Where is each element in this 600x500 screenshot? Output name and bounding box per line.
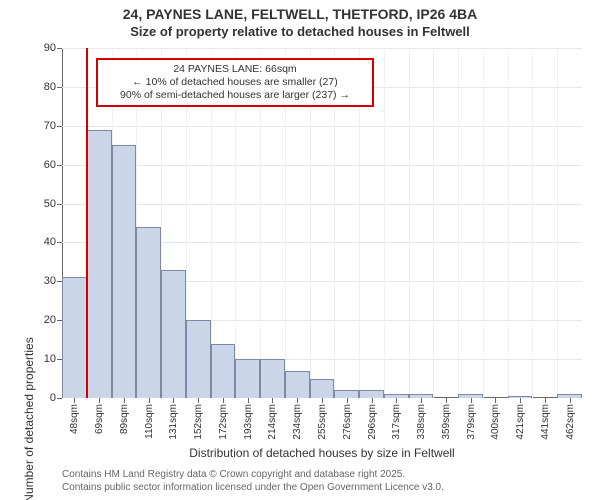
gridline-v xyxy=(508,48,509,398)
x-axis-label: Distribution of detached houses by size … xyxy=(62,446,582,460)
gridline-v xyxy=(384,48,385,398)
ytick-label: 50 xyxy=(44,198,62,210)
gridline-v xyxy=(409,48,410,398)
xtick-label: 255sqm xyxy=(317,398,328,440)
attribution-line-1: Contains HM Land Registry data © Crown c… xyxy=(62,469,444,482)
xtick-label: 48sqm xyxy=(69,398,80,434)
bar xyxy=(310,379,335,398)
bar xyxy=(186,320,211,398)
bar xyxy=(112,145,137,398)
gridline-h xyxy=(62,204,582,205)
xtick-label: 379sqm xyxy=(466,398,477,440)
xtick-label: 317sqm xyxy=(391,398,402,440)
xtick-label: 421sqm xyxy=(515,398,526,440)
gridline-v xyxy=(458,48,459,398)
bar xyxy=(87,130,112,398)
xtick-label: 276sqm xyxy=(342,398,353,440)
xtick-label: 359sqm xyxy=(441,398,452,440)
gridline-h xyxy=(62,165,582,166)
xtick-label: 193sqm xyxy=(243,398,254,440)
ytick-label: 20 xyxy=(44,314,62,326)
bar xyxy=(211,344,236,398)
xtick-label: 338sqm xyxy=(416,398,427,440)
bar xyxy=(285,371,310,398)
gridline-v xyxy=(532,48,533,398)
gridline-v xyxy=(433,48,434,398)
ytick-label: 60 xyxy=(44,159,62,171)
xtick-label: 296sqm xyxy=(367,398,378,440)
bar xyxy=(161,270,186,398)
xtick-label: 441sqm xyxy=(540,398,551,440)
gridline-v xyxy=(557,48,558,398)
ytick-label: 80 xyxy=(44,81,62,93)
gridline-v xyxy=(483,48,484,398)
gridline-h xyxy=(62,48,582,49)
xtick-label: 234sqm xyxy=(292,398,303,440)
annotation-box: 24 PAYNES LANE: 66sqm← 10% of detached h… xyxy=(96,58,374,107)
xtick-label: 131sqm xyxy=(168,398,179,440)
title-line-1: 24, PAYNES LANE, FELTWELL, THETFORD, IP2… xyxy=(0,6,600,22)
y-axis-label: Number of detached properties xyxy=(22,230,42,500)
bar xyxy=(235,359,260,398)
bar xyxy=(136,227,161,398)
plot-area: 010203040506070809048sqm69sqm89sqm110sqm… xyxy=(62,48,582,398)
annotation-line: ← 10% of detached houses are smaller (27… xyxy=(104,76,366,89)
attribution: Contains HM Land Registry data © Crown c… xyxy=(62,469,444,494)
bar xyxy=(334,390,359,398)
ytick-label: 10 xyxy=(44,353,62,365)
chart-container: { "title": { "line1": "24, PAYNES LANE, … xyxy=(0,0,600,500)
xtick-label: 214sqm xyxy=(267,398,278,440)
xtick-label: 400sqm xyxy=(490,398,501,440)
bar xyxy=(260,359,285,398)
xtick-label: 152sqm xyxy=(193,398,204,440)
annotation-line: 90% of semi-detached houses are larger (… xyxy=(104,89,366,102)
attribution-line-2: Contains public sector information licen… xyxy=(62,482,444,495)
annotation-line: 24 PAYNES LANE: 66sqm xyxy=(104,63,366,76)
ytick-label: 30 xyxy=(44,275,62,287)
ytick-label: 70 xyxy=(44,120,62,132)
xtick-label: 89sqm xyxy=(119,398,130,434)
chart-title: 24, PAYNES LANE, FELTWELL, THETFORD, IP2… xyxy=(0,6,600,39)
ytick-label: 0 xyxy=(50,392,62,404)
xtick-label: 110sqm xyxy=(144,398,155,439)
xtick-label: 172sqm xyxy=(218,398,229,440)
bar xyxy=(62,277,87,398)
reference-line xyxy=(86,48,88,398)
ytick-label: 90 xyxy=(44,42,62,54)
bar xyxy=(359,390,384,398)
ytick-label: 40 xyxy=(44,236,62,248)
xtick-label: 69sqm xyxy=(94,398,105,434)
xtick-label: 462sqm xyxy=(565,398,576,440)
title-line-2: Size of property relative to detached ho… xyxy=(0,24,600,39)
gridline-h xyxy=(62,126,582,127)
